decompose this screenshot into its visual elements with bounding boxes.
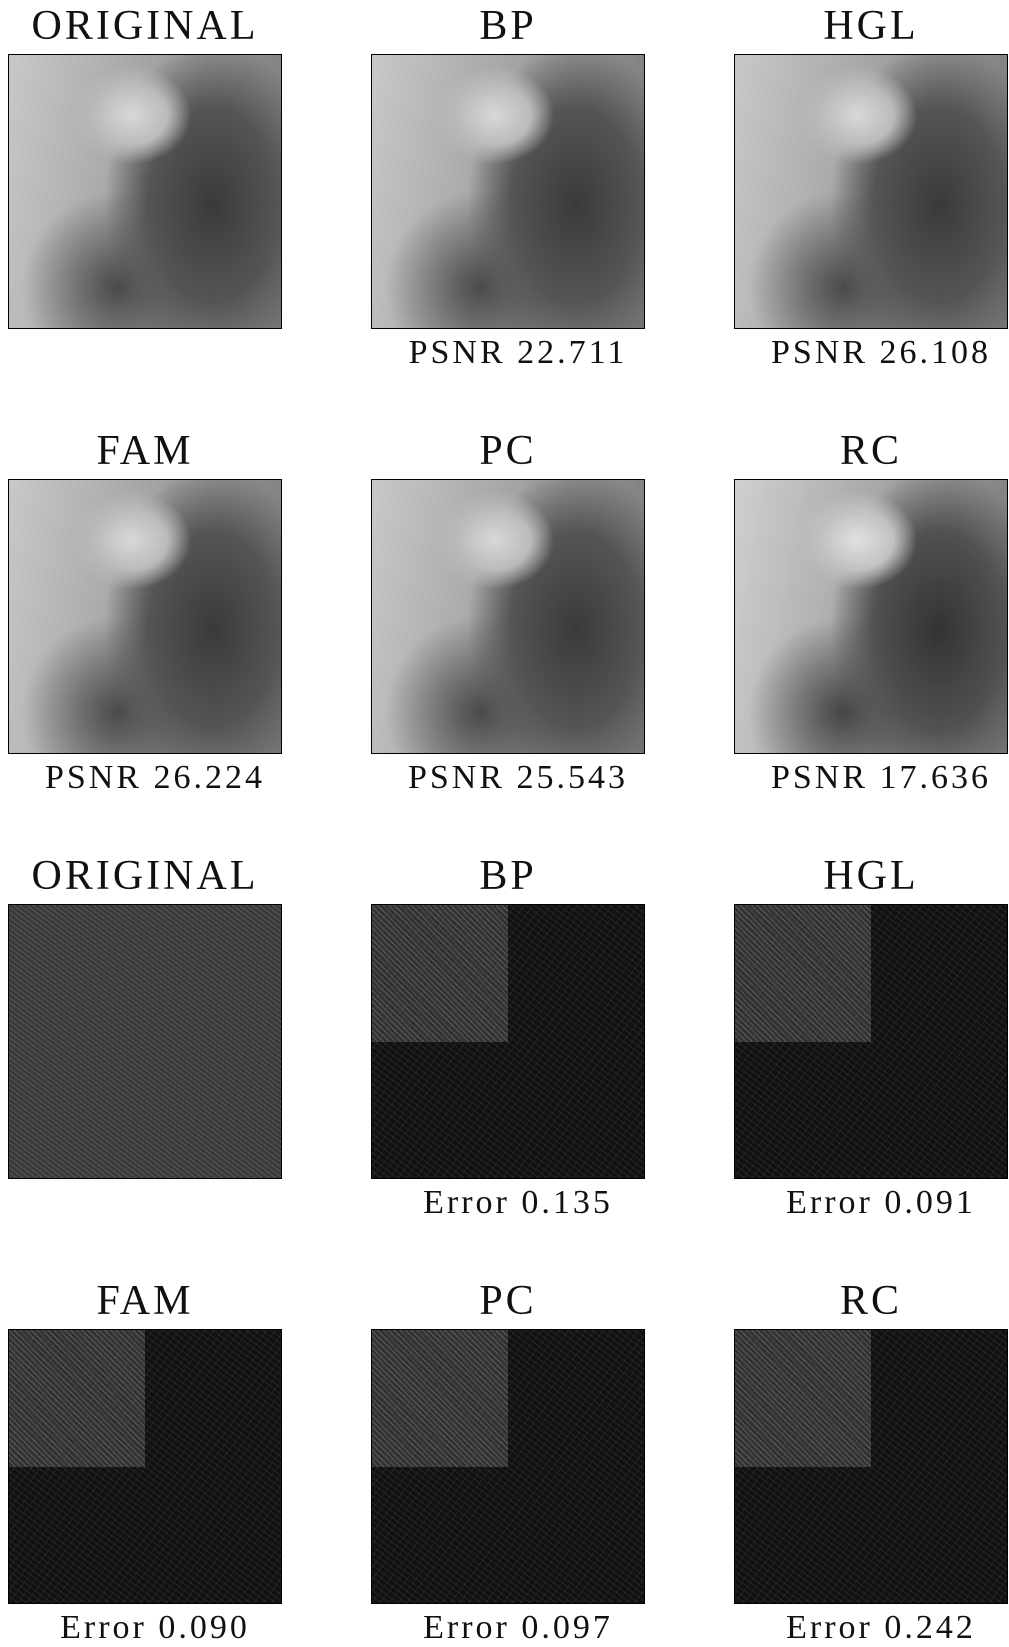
panel-image [371, 1329, 645, 1604]
panel-caption: PSNR 26.224 [5, 759, 305, 797]
panel-title: ORIGINAL [0, 852, 295, 900]
panel-title: HGL [721, 2, 1009, 50]
panel-title: PC [358, 1277, 658, 1325]
panel-caption: Error 0.091 [731, 1184, 1009, 1222]
panel-image [8, 54, 282, 329]
panel-caption: PSNR 26.108 [731, 334, 1009, 372]
panel-title: FAM [0, 427, 295, 475]
panel-image [734, 904, 1008, 1179]
panel-caption: PSNR 25.543 [368, 759, 668, 797]
panel-image [371, 54, 645, 329]
panel-title: FAM [0, 1277, 295, 1325]
panel-image [734, 1329, 1008, 1604]
panel-title: BP [358, 852, 658, 900]
figure: ORIGINAL BP PSNR 22.711 HGL PSNR 26.108 FAM PS… [0, 0, 1009, 1647]
panel-caption: Error 0.242 [731, 1609, 1009, 1647]
panel-image [371, 479, 645, 754]
panel-image [8, 479, 282, 754]
panel-image [8, 1329, 282, 1604]
panel-caption: Error 0.090 [5, 1609, 305, 1647]
panel-image [734, 54, 1008, 329]
panel-title: BP [358, 2, 658, 50]
panel-image [734, 479, 1008, 754]
panel-image [8, 904, 282, 1179]
panel-image [371, 904, 645, 1179]
panel-caption: PSNR 17.636 [731, 759, 1009, 797]
panel-title: RC [721, 427, 1009, 475]
panel-caption: PSNR 22.711 [368, 334, 668, 372]
panel-caption: Error 0.097 [368, 1609, 668, 1647]
panel-caption: Error 0.135 [368, 1184, 668, 1222]
panel-title: HGL [721, 852, 1009, 900]
panel-title: ORIGINAL [0, 2, 295, 50]
panel-title: PC [358, 427, 658, 475]
panel-title: RC [721, 1277, 1009, 1325]
